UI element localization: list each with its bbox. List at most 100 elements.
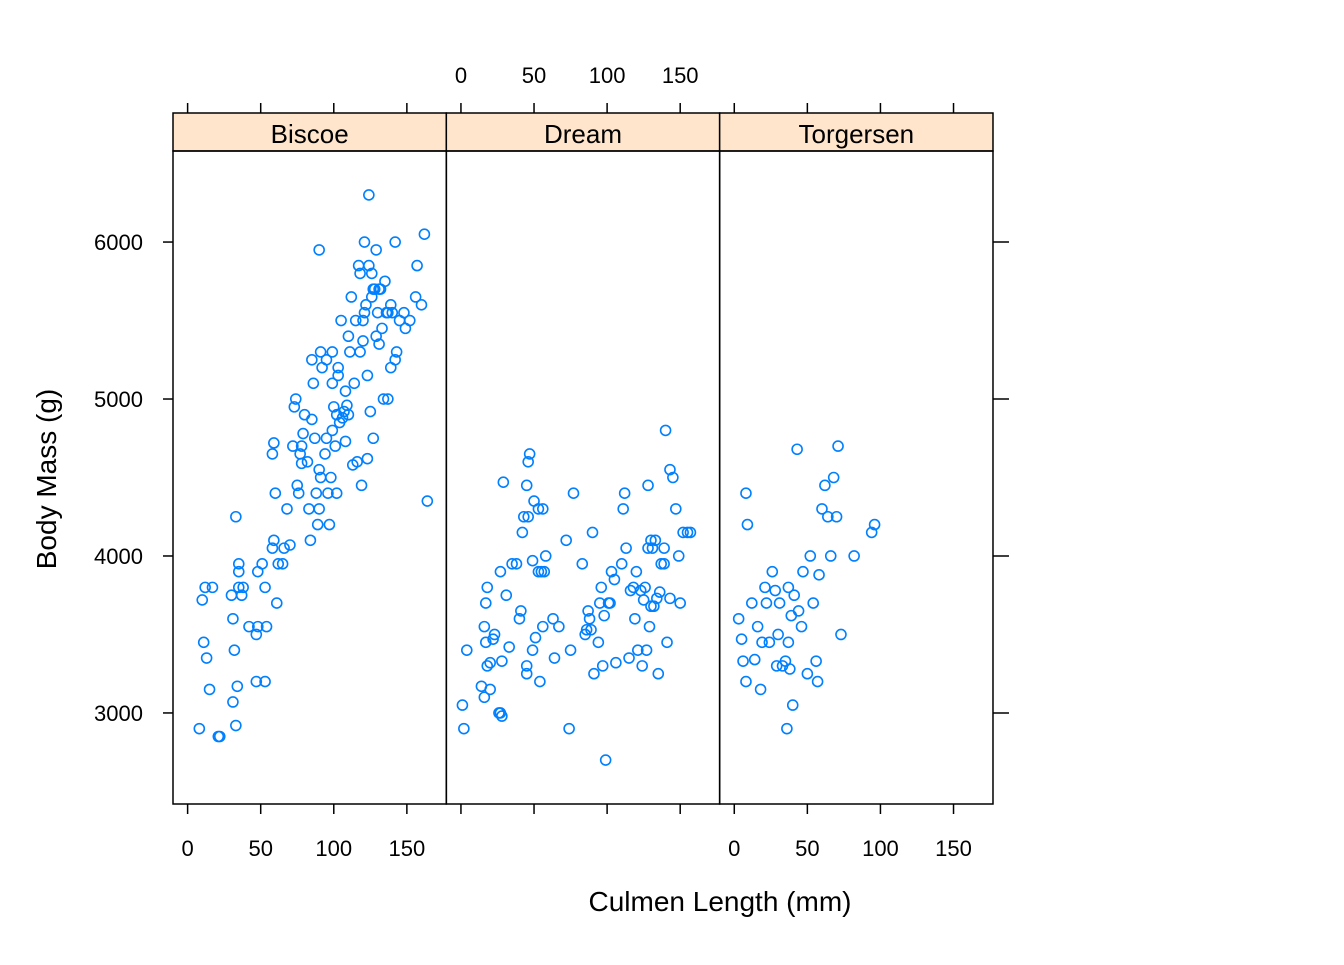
data-point xyxy=(243,620,255,633)
data-point xyxy=(759,581,771,594)
panels-group: Biscoe Dream Torgersen xyxy=(172,112,994,805)
data-point xyxy=(770,660,783,672)
data-point xyxy=(819,479,831,492)
data-point xyxy=(237,581,249,594)
data-point xyxy=(235,589,248,602)
x-tick-label-top: 50 xyxy=(522,63,546,88)
data-point xyxy=(260,620,273,633)
data-point xyxy=(231,680,244,693)
data-point xyxy=(361,369,374,382)
data-point xyxy=(232,581,245,594)
data-point xyxy=(674,597,686,609)
data-point xyxy=(479,636,492,649)
data-point xyxy=(523,448,536,460)
data-point xyxy=(269,487,282,499)
data-point xyxy=(610,656,622,669)
data-point xyxy=(203,683,216,696)
data-point xyxy=(250,675,263,688)
x-tick-label: 0 xyxy=(728,836,740,861)
data-point xyxy=(506,558,518,570)
data-point xyxy=(740,675,752,688)
x-tick-label-top: 150 xyxy=(662,63,699,88)
data-point xyxy=(213,730,226,743)
data-point xyxy=(797,565,809,578)
data-point xyxy=(289,393,302,405)
data-point xyxy=(807,597,820,609)
data-point xyxy=(792,605,805,617)
data-point xyxy=(326,424,339,437)
data-point xyxy=(595,581,608,594)
data-point xyxy=(520,479,533,492)
data-point xyxy=(672,550,685,562)
data-point xyxy=(354,346,366,358)
data-point xyxy=(677,526,689,539)
data-point xyxy=(291,479,304,492)
data-point xyxy=(813,569,825,581)
data-point xyxy=(494,565,507,578)
y-tick-label: 4000 xyxy=(94,544,143,569)
data-point xyxy=(376,322,388,335)
data-point xyxy=(421,495,434,507)
data-point xyxy=(256,558,268,570)
data-point xyxy=(281,503,293,515)
data-point xyxy=(341,399,353,412)
data-point xyxy=(272,558,285,570)
data-point xyxy=(576,558,589,570)
data-point xyxy=(804,550,817,562)
data-point xyxy=(325,471,337,484)
data-point xyxy=(361,452,374,465)
data-point xyxy=(377,393,390,405)
data-point xyxy=(500,589,513,602)
data-point xyxy=(276,558,289,570)
data-point xyxy=(348,377,361,390)
data-point xyxy=(320,353,333,366)
data-point xyxy=(632,644,644,656)
data-point xyxy=(522,510,534,523)
data-point xyxy=(615,558,628,570)
data-point xyxy=(746,597,758,609)
data-point xyxy=(684,526,697,539)
data-point xyxy=(503,641,515,653)
data-point xyxy=(526,554,539,567)
data-point xyxy=(756,636,768,649)
data-point xyxy=(598,609,610,622)
data-point xyxy=(360,299,372,311)
data-point xyxy=(623,652,635,664)
data-point xyxy=(259,675,271,688)
x-tick-label-top: 0 xyxy=(455,63,467,88)
data-point xyxy=(456,699,469,711)
data-point xyxy=(266,448,279,460)
data-point xyxy=(292,487,305,499)
data-point xyxy=(536,503,549,515)
data-point xyxy=(349,314,362,327)
data-point xyxy=(604,597,616,609)
data-point xyxy=(735,633,748,645)
data-point xyxy=(536,620,549,633)
data-point xyxy=(306,413,318,426)
y-tick-label: 3000 xyxy=(94,701,143,726)
data-point xyxy=(297,427,309,440)
data-point xyxy=(827,471,840,484)
data-point xyxy=(327,401,340,413)
data-point xyxy=(266,542,279,554)
data-point xyxy=(592,636,605,649)
data-point xyxy=(295,457,308,470)
data-point xyxy=(510,558,523,570)
data-point xyxy=(563,722,575,735)
data-point xyxy=(227,696,239,708)
data-point xyxy=(585,623,597,636)
data-point xyxy=(382,306,394,319)
data-point xyxy=(754,683,767,696)
data-point xyxy=(658,542,670,554)
data-point xyxy=(458,722,470,735)
x-tick-label: 0 xyxy=(181,836,193,861)
data-point xyxy=(532,503,545,515)
data-point xyxy=(636,660,648,672)
data-point xyxy=(645,534,657,547)
data-point xyxy=(330,408,343,421)
data-point xyxy=(363,189,375,201)
x-tick-label: 50 xyxy=(795,836,819,861)
data-point xyxy=(478,620,491,633)
data-point xyxy=(227,612,239,625)
